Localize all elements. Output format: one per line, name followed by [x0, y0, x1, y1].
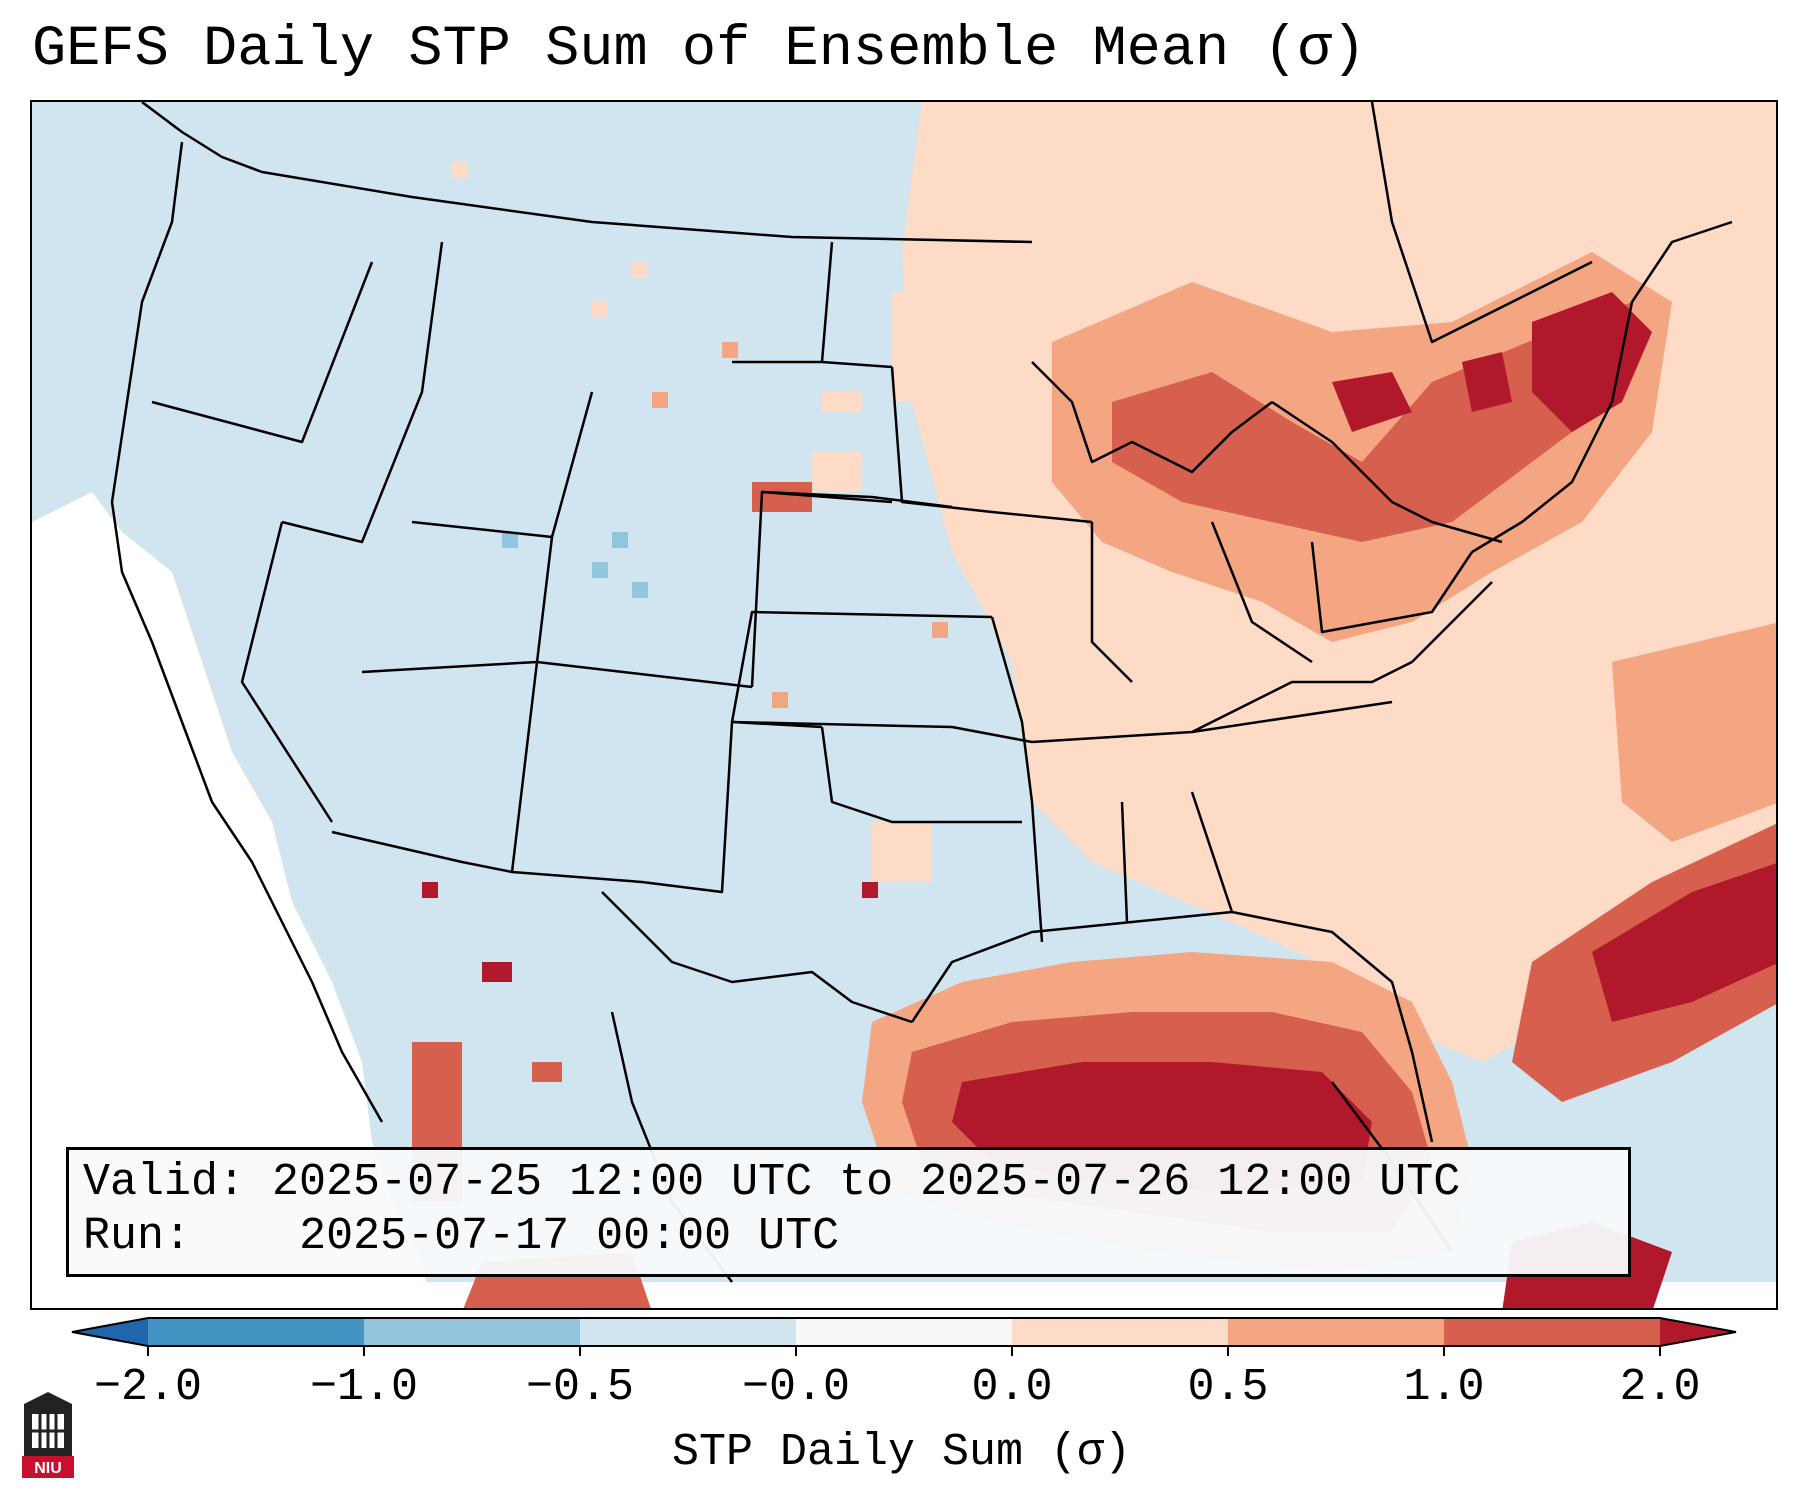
colorbar-under-arrow: [72, 1318, 148, 1346]
colorbar-tick-label: −0.5: [525, 1362, 635, 1413]
colorbar-tick-label: 1.0: [1403, 1362, 1485, 1413]
colorbar-label: STP Daily Sum (σ): [671, 1427, 1132, 1478]
colorbar-bin: [1012, 1318, 1229, 1346]
colorbar-over-arrow: [1660, 1318, 1736, 1346]
colorbar-outline: [71, 1317, 1737, 1347]
valid-label: Valid:: [83, 1157, 246, 1208]
colorbar-tick-label: 0.5: [1187, 1362, 1269, 1413]
run-label: Run:: [83, 1211, 192, 1262]
colorbar-bin: [1228, 1318, 1445, 1346]
colorbar-bin: [364, 1318, 581, 1346]
colorbar-tick-label: 0.0: [971, 1362, 1053, 1413]
chart-title: GEFS Daily STP Sum of Ensemble Mean (σ): [32, 18, 1367, 82]
map-panel: [30, 100, 1778, 1310]
colorbar: [71, 1317, 1737, 1356]
colorbar-tick-label: −2.0: [93, 1362, 203, 1413]
neutral-region: [32, 492, 1776, 1308]
colorbar-tick-label: −0.0: [741, 1362, 851, 1413]
colorbar-bin: [796, 1318, 1013, 1346]
run-value: 2025-07-17 00:00 UTC: [299, 1211, 840, 1262]
colorbar-bin: [148, 1318, 365, 1346]
colorbar-tick-label: −1.0: [309, 1362, 419, 1413]
northeast-anomaly: [902, 102, 1776, 1062]
colorbar-bins: [148, 1318, 1661, 1346]
logo-text: NIU: [34, 1460, 62, 1477]
anomaly-map: [32, 102, 1776, 1308]
colorbar-bin: [1444, 1318, 1661, 1346]
valid-value: 2025-07-25 12:00 UTC to 2025-07-26 12:00…: [272, 1157, 1461, 1208]
colorbar-tick-label: 2.0: [1619, 1362, 1701, 1413]
colorbar-bin: [580, 1318, 797, 1346]
colorbar-ticks: [147, 1346, 1661, 1356]
niu-logo: NIU: [22, 1392, 74, 1478]
validity-info-box: Valid: 2025-07-25 12:00 UTC to 2025-07-2…: [66, 1147, 1631, 1277]
